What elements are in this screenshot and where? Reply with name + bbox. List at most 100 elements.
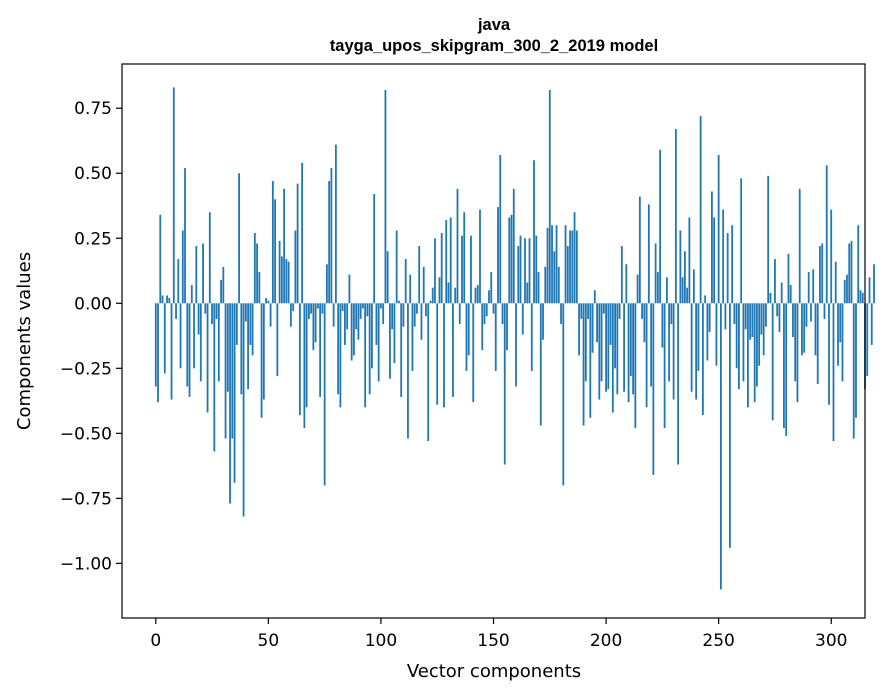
bar-125 [436, 303, 439, 405]
bar-298 [825, 165, 828, 304]
bar-213 [634, 303, 637, 429]
bar-294 [816, 303, 819, 384]
bar-307 [846, 274, 848, 304]
bar-80 [334, 144, 337, 304]
bar-127 [440, 233, 443, 304]
bar-50 [267, 300, 270, 304]
bar-238 [690, 303, 693, 392]
bar-117 [418, 246, 421, 304]
bar-33 [229, 303, 231, 504]
bar-287 [801, 303, 803, 356]
bar-188 [578, 303, 580, 356]
bar-244 [704, 295, 707, 304]
bar-193 [589, 303, 592, 418]
bar-261 [742, 303, 745, 382]
bar-205 [616, 303, 619, 395]
bar-23 [206, 303, 209, 413]
bar-289 [805, 303, 808, 327]
bar-119 [422, 266, 425, 304]
bar-283 [792, 303, 794, 338]
bar-292 [812, 269, 815, 304]
bar-14 [186, 303, 189, 387]
bar-189 [580, 303, 583, 319]
bar-27 [215, 303, 218, 319]
bar-42 [249, 303, 252, 345]
bar-161 [517, 246, 520, 304]
bar-208 [623, 303, 625, 392]
y-tick-label-0: 0.75 [74, 99, 112, 119]
bar-308 [848, 243, 851, 304]
bar-8 [172, 87, 175, 304]
bar-4 [163, 303, 166, 374]
bar-184 [569, 230, 571, 304]
bar-159 [512, 188, 515, 304]
bar-177 [553, 251, 556, 304]
bar-211 [629, 303, 632, 377]
bar-16 [190, 285, 193, 304]
bar-52 [271, 181, 274, 304]
bar-273 [769, 292, 772, 304]
bar-113 [409, 274, 412, 304]
bar-201 [607, 303, 610, 390]
bar-204 [614, 303, 616, 369]
bar-49 [265, 298, 267, 304]
bar-276 [776, 303, 779, 317]
bar-17 [193, 303, 195, 369]
bar-100 [380, 303, 382, 309]
x-tick-label-200: 200 [590, 631, 622, 651]
bar-103 [386, 251, 389, 304]
bar-154 [501, 303, 504, 325]
bar-172 [542, 303, 544, 340]
bar-66 [303, 303, 306, 429]
y-tick-label-7: −1.00 [60, 554, 112, 574]
bar-196 [596, 303, 598, 343]
plot-frame [121, 63, 866, 619]
bar-145 [481, 303, 484, 351]
bar-234 [681, 277, 684, 304]
bar-136 [461, 235, 463, 304]
y-tick-label-5: −0.50 [60, 424, 112, 444]
bar-250 [717, 155, 720, 304]
bar-311 [855, 303, 857, 418]
bar-41 [247, 303, 249, 390]
x-tick-label-50: 50 [258, 631, 280, 651]
bar-223 [656, 272, 659, 304]
bar-58 [285, 259, 288, 304]
bar-301 [832, 303, 835, 442]
bar-92 [362, 303, 364, 309]
chart-title: java [477, 16, 511, 34]
bar-43 [251, 303, 254, 356]
bar-291 [810, 303, 812, 322]
bar-55 [278, 240, 281, 304]
bar-30 [222, 266, 225, 304]
bar-89 [355, 303, 358, 330]
bar-104 [389, 303, 391, 379]
bar-118 [420, 303, 423, 340]
bar-221 [652, 303, 655, 475]
bar-272 [767, 175, 770, 304]
y-tick-label-1: 0.50 [74, 164, 112, 184]
y-tick-label-2: 0.25 [74, 229, 112, 249]
bar-164 [524, 238, 526, 304]
bar-59 [287, 261, 290, 304]
bar-87 [350, 303, 353, 361]
bar-78 [330, 168, 333, 304]
bar-217 [643, 303, 646, 343]
bar-158 [510, 214, 513, 304]
bar-111 [404, 259, 407, 304]
bar-275 [774, 259, 776, 304]
bar-72 [316, 303, 319, 309]
bar-252 [722, 209, 725, 304]
bar-191 [584, 303, 587, 382]
bar-36 [235, 303, 238, 345]
bar-121 [427, 303, 430, 442]
bar-284 [794, 303, 797, 382]
bar-199 [602, 303, 605, 314]
bar-73 [319, 303, 322, 397]
bar-126 [438, 277, 441, 304]
bar-167 [530, 303, 533, 371]
bar-179 [557, 266, 560, 304]
bar-171 [539, 303, 542, 426]
bar-180 [560, 303, 562, 325]
bar-163 [521, 303, 524, 335]
